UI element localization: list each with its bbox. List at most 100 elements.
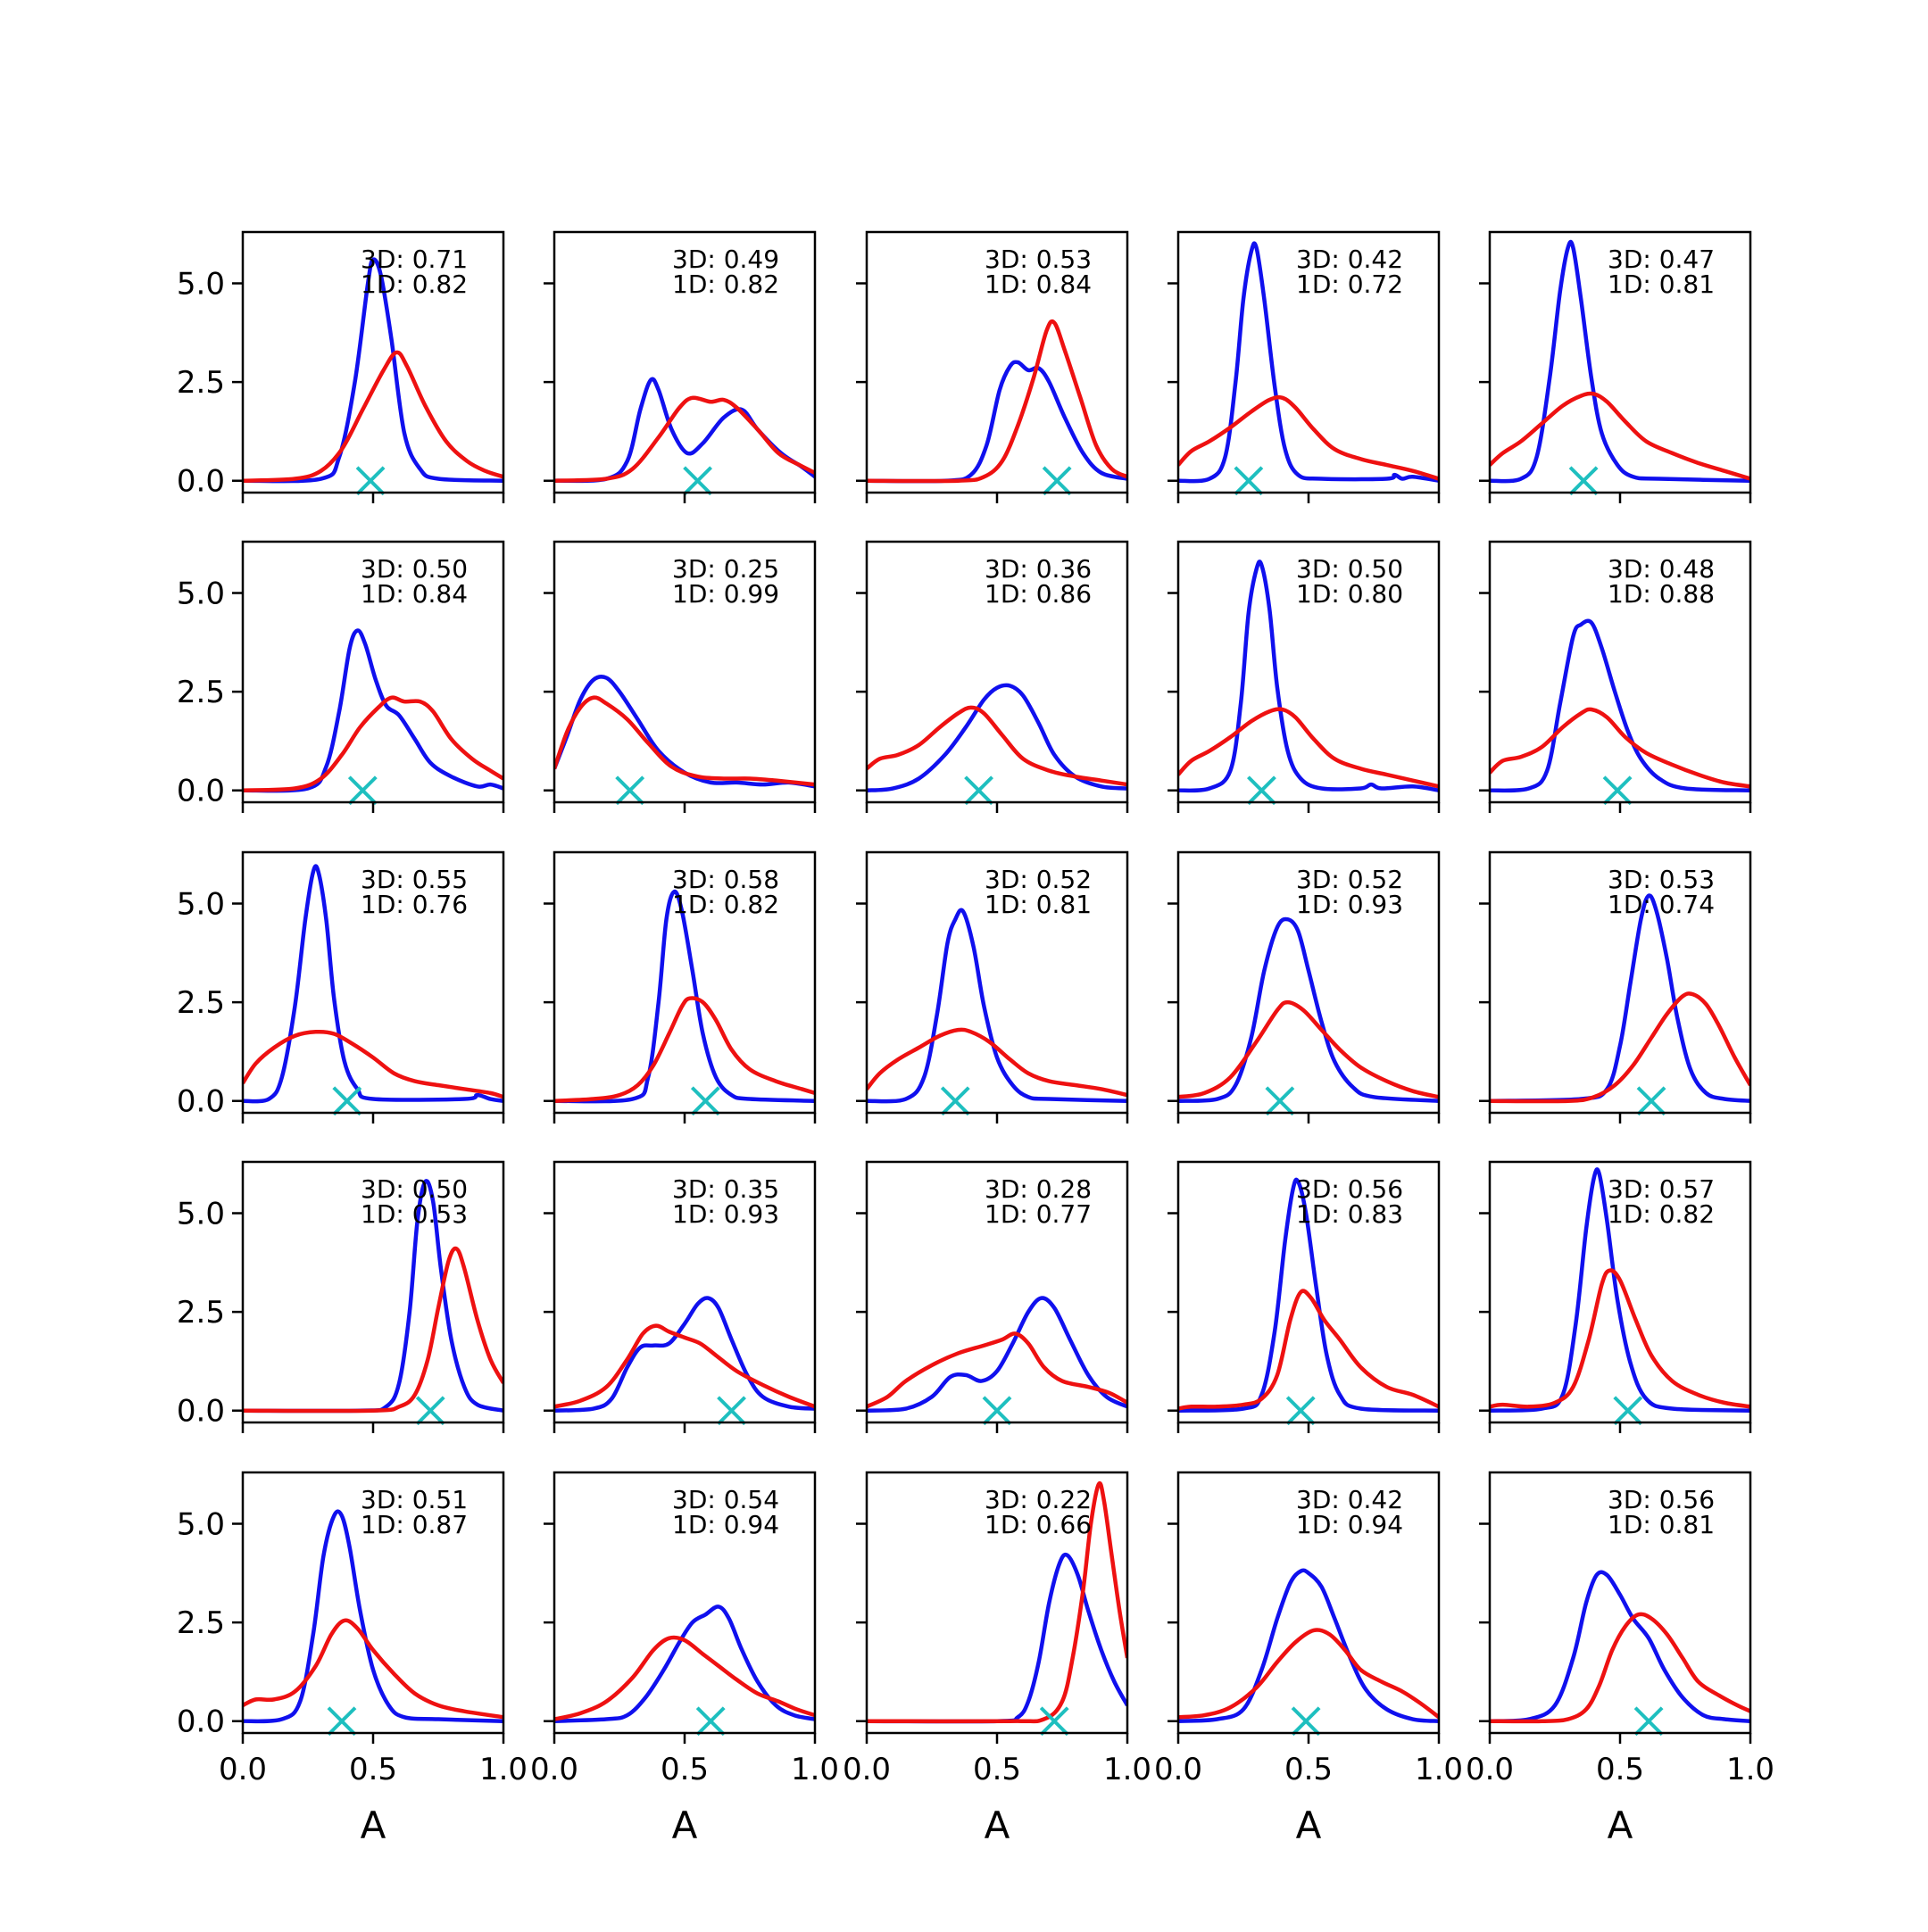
series-1d-line xyxy=(1178,394,1439,481)
series-3d-line xyxy=(1490,239,1750,484)
plot-area xyxy=(867,1296,1127,1413)
reference-marker xyxy=(1285,1396,1316,1426)
annotation-3d: 3D: 0.51 xyxy=(361,1485,468,1514)
annotation-1d: 1D: 0.94 xyxy=(1296,1510,1403,1539)
series-3d-line xyxy=(1178,560,1439,793)
series-3d-line xyxy=(554,377,815,484)
y-tick-label: 2.5 xyxy=(177,985,225,1021)
series-1d-line xyxy=(554,395,815,483)
x-tick-label: 0.0 xyxy=(1466,1752,1514,1787)
x-axis-label: A xyxy=(1296,1803,1322,1847)
annotation-1d: 1D: 0.66 xyxy=(985,1510,1092,1539)
reference-marker xyxy=(1602,775,1633,806)
annotation-3d: 3D: 0.25 xyxy=(672,554,779,584)
annotation-1d: 1D: 0.72 xyxy=(1296,269,1403,299)
plot-area xyxy=(243,257,503,484)
series-1d-line xyxy=(554,996,815,1103)
annotation-3d: 3D: 0.48 xyxy=(1608,554,1715,584)
series-1d-line xyxy=(1490,391,1750,481)
annotation-3d: 3D: 0.58 xyxy=(672,865,779,894)
series-1d-line xyxy=(867,1331,1127,1409)
annotation-3d: 3D: 0.42 xyxy=(1296,1485,1403,1514)
x-tick-label: 1.0 xyxy=(1415,1752,1463,1787)
series-3d-line xyxy=(554,1604,815,1723)
plot-area xyxy=(243,1179,503,1414)
y-tick-label: 2.5 xyxy=(177,1605,225,1641)
reference-marker xyxy=(347,775,378,806)
y-tick-label: 2.5 xyxy=(177,675,225,710)
plot-area xyxy=(554,377,815,484)
x-tick-label: 0.0 xyxy=(219,1752,267,1787)
y-tick-label: 0.0 xyxy=(177,1084,225,1120)
reference-marker xyxy=(615,775,645,806)
series-1d-line xyxy=(554,1323,815,1409)
plot-area xyxy=(867,908,1127,1104)
reference-marker xyxy=(355,466,386,496)
series-1d-line xyxy=(1490,1268,1750,1409)
x-tick-label: 1.0 xyxy=(791,1752,839,1787)
reference-marker xyxy=(1291,1706,1321,1737)
series-1d-line xyxy=(867,1027,1127,1098)
plot-area xyxy=(1490,1167,1750,1413)
reference-marker xyxy=(683,466,713,496)
annotation-3d: 3D: 0.50 xyxy=(1296,554,1403,584)
annotation-1d: 1D: 0.93 xyxy=(672,1199,779,1229)
series-1d-line xyxy=(243,350,503,483)
annotation-1d: 1D: 0.81 xyxy=(1608,269,1715,299)
x-tick-label: 0.0 xyxy=(1154,1752,1202,1787)
series-1d-line xyxy=(1178,1289,1439,1411)
annotation-1d: 1D: 0.83 xyxy=(1296,1199,1403,1229)
annotation-1d: 1D: 0.84 xyxy=(985,269,1092,299)
annotation-1d: 1D: 0.82 xyxy=(361,269,468,299)
reference-marker xyxy=(1633,1706,1664,1737)
annotation-3d: 3D: 0.52 xyxy=(1296,865,1403,894)
annotation-3d: 3D: 0.53 xyxy=(1608,865,1715,894)
y-tick-label: 0.0 xyxy=(177,774,225,809)
plot-area xyxy=(1178,1568,1439,1723)
annotation-3d: 3D: 0.42 xyxy=(1296,245,1403,274)
y-tick-label: 2.5 xyxy=(177,365,225,401)
series-1d-line xyxy=(867,1480,1127,1724)
annotation-1d: 1D: 0.93 xyxy=(1296,890,1403,919)
series-3d-line xyxy=(554,675,815,789)
plot-area xyxy=(1490,618,1750,793)
plot-area xyxy=(1178,560,1439,793)
annotation-1d: 1D: 0.87 xyxy=(361,1510,468,1539)
reference-marker xyxy=(1039,1706,1069,1737)
reference-marker xyxy=(695,1706,726,1737)
plot-area xyxy=(243,864,503,1104)
series-1d-line xyxy=(867,705,1127,787)
annotation-3d: 3D: 0.35 xyxy=(672,1174,779,1204)
x-axis-label: A xyxy=(985,1803,1010,1847)
annotation-3d: 3D: 0.28 xyxy=(985,1174,1092,1204)
series-3d-line xyxy=(1178,1177,1439,1413)
series-1d-line xyxy=(1178,1628,1439,1720)
plot-area xyxy=(554,675,815,789)
reference-marker xyxy=(1247,775,1276,806)
series-3d-line xyxy=(243,628,503,793)
annotation-1d: 1D: 0.94 xyxy=(672,1510,779,1539)
x-tick-label: 0.5 xyxy=(973,1752,1021,1787)
annotation-3d: 3D: 0.49 xyxy=(672,245,779,274)
series-3d-line xyxy=(1490,893,1750,1103)
series-3d-line xyxy=(867,683,1127,792)
series-1d-line xyxy=(1490,1612,1750,1724)
series-3d-line xyxy=(243,1509,503,1724)
annotation-1d: 1D: 0.81 xyxy=(1608,1510,1715,1539)
reference-marker xyxy=(964,775,993,806)
annotation-3d: 3D: 0.36 xyxy=(985,554,1092,584)
annotation-3d: 3D: 0.53 xyxy=(985,245,1092,274)
